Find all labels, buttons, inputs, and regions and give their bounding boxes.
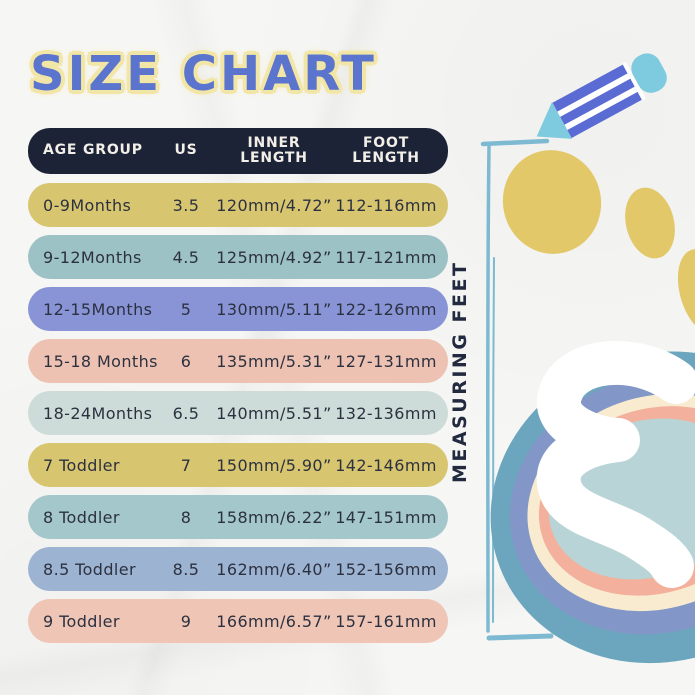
middle-toe (625, 187, 675, 259)
footprint-illustration (490, 150, 695, 664)
table-row: 15-18 Months 6 135mm/5.31” 127-131mm (28, 339, 448, 383)
pencil-icon (536, 53, 667, 139)
table-row: 12-15Months 5 130mm/5.11” 122-126mm (28, 287, 448, 331)
cell-age-group: 7 Toddler (43, 455, 120, 475)
cell-age-group: 0-9Months (43, 195, 132, 215)
table-row: 9 Toddler 9 166mm/6.57” 157-161mm (28, 599, 448, 643)
table-header-row: AGE GROUP US INNER LENGTH FOOT LENGTH (28, 128, 448, 174)
table-row: 9-12Months 4.5 125mm/4.92” 117-121mm (28, 235, 448, 279)
cell-age-group: 8.5 Toddler (43, 559, 136, 579)
cell-age-group: 9-12Months (43, 247, 142, 267)
header-us-size: US (174, 142, 198, 159)
cell-foot-length: 142-146mm (335, 455, 437, 475)
cell-us-size: 4.5 (172, 247, 200, 267)
cell-inner-length: 130mm/5.11” (216, 299, 332, 319)
page-title: SIZE CHART (30, 46, 377, 102)
cell-foot-length: 112-116mm (335, 195, 437, 215)
size-table: AGE GROUP US INNER LENGTH FOOT LENGTH 0-… (28, 128, 448, 651)
cell-age-group: 8 Toddler (43, 507, 120, 527)
cell-age-group: 18-24Months (43, 403, 153, 423)
table-row: 0-9Months 3.5 120mm/4.72” 112-116mm (28, 183, 448, 227)
cell-inner-length: 120mm/4.72” (216, 195, 332, 215)
cell-inner-length: 166mm/6.57” (216, 611, 332, 631)
cell-inner-length: 162mm/6.40” (216, 559, 332, 579)
cell-foot-length: 147-151mm (335, 507, 437, 527)
measuring-feet-label: MEASURING FEET (449, 260, 471, 484)
cell-age-group: 9 Toddler (43, 611, 120, 631)
footprint-arch-squiggle (536, 340, 695, 588)
cell-foot-length: 132-136mm (335, 403, 437, 423)
cell-inner-length: 135mm/5.31” (216, 351, 332, 371)
cell-us-size: 6 (180, 351, 192, 371)
cell-inner-length: 158mm/6.22” (216, 507, 332, 527)
big-toe (502, 150, 602, 254)
cell-us-size: 3.5 (172, 195, 200, 215)
edge-toe (677, 249, 695, 335)
measuring-bracket (480, 138, 554, 641)
table-row: 8 Toddler 8 158mm/6.22” 147-151mm (28, 495, 448, 539)
cell-us-size: 9 (180, 611, 192, 631)
cell-foot-length: 122-126mm (335, 299, 437, 319)
cell-us-size: 6.5 (172, 403, 200, 423)
cell-foot-length: 117-121mm (335, 247, 437, 267)
cell-us-size: 5 (180, 299, 192, 319)
cell-inner-length: 140mm/5.51” (216, 403, 332, 423)
cell-foot-length: 157-161mm (335, 611, 437, 631)
table-row: 7 Toddler 7 150mm/5.90” 142-146mm (28, 443, 448, 487)
table-row: 8.5 Toddler 8.5 162mm/6.40” 152-156mm (28, 547, 448, 591)
header-foot-length: FOOT LENGTH (352, 134, 420, 166)
cell-us-size: 8.5 (172, 559, 200, 579)
cell-us-size: 7 (180, 455, 192, 475)
cell-inner-length: 150mm/5.90” (216, 455, 332, 475)
cell-age-group: 15-18 Months (43, 351, 158, 371)
cell-us-size: 8 (180, 507, 192, 527)
cell-age-group: 12-15Months (43, 299, 153, 319)
header-inner-length: INNER LENGTH (240, 134, 308, 166)
cell-foot-length: 152-156mm (335, 559, 437, 579)
header-age-group: AGE GROUP (43, 142, 143, 159)
cell-foot-length: 127-131mm (335, 351, 437, 371)
cell-inner-length: 125mm/4.92” (216, 247, 332, 267)
table-row: 18-24Months 6.5 140mm/5.51” 132-136mm (28, 391, 448, 435)
